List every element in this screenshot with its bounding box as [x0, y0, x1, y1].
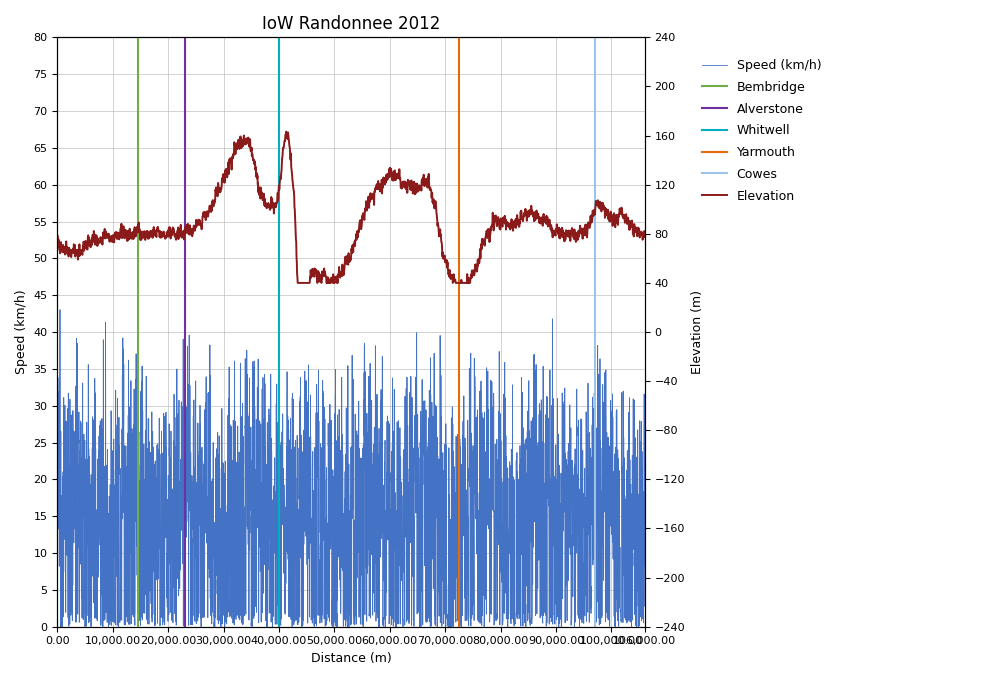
Yarmouth: [453, 615, 465, 624]
Line: Elevation: Elevation: [57, 132, 645, 283]
Y-axis label: Speed (km/h): Speed (km/h): [15, 290, 28, 375]
Elevation: [639, 233, 651, 241]
Y-axis label: Elevation (m): Elevation (m): [691, 290, 704, 374]
Speed (km/h): [51, 500, 63, 509]
Elevation: [338, 271, 350, 279]
Speed (km/h): [404, 461, 416, 469]
Speed (km/h): [534, 407, 546, 415]
Alverstone: [179, 623, 191, 631]
X-axis label: Distance (m): Distance (m): [311, 652, 391, 665]
Speed (km/h): [158, 618, 170, 626]
Elevation: [514, 214, 526, 222]
Cowes: [589, 623, 601, 631]
Yarmouth: [453, 623, 465, 631]
Alverstone: [179, 615, 191, 624]
Whitwell: [273, 623, 285, 631]
Title: IoW Randonnee 2012: IoW Randonnee 2012: [262, 15, 440, 33]
Elevation: [622, 218, 634, 226]
Line: Speed (km/h): Speed (km/h): [57, 309, 645, 627]
Speed (km/h): [639, 602, 651, 610]
Elevation: [622, 214, 634, 222]
Speed (km/h): [434, 473, 446, 481]
Bembridge: [132, 623, 144, 631]
Whitwell: [273, 615, 285, 624]
Bembridge: [132, 615, 144, 624]
Elevation: [322, 279, 334, 287]
Speed (km/h): [490, 613, 502, 621]
Legend: Speed (km/h), Bembridge, Alverstone, Whitwell, Yarmouth, Cowes, Elevation: Speed (km/h), Bembridge, Alverstone, Whi…: [698, 55, 825, 206]
Elevation: [292, 279, 304, 287]
Speed (km/h): [56, 623, 68, 631]
Elevation: [51, 231, 63, 239]
Cowes: [589, 615, 601, 624]
Speed (km/h): [54, 305, 66, 313]
Speed (km/h): [276, 428, 288, 436]
Elevation: [81, 245, 93, 254]
Elevation: [280, 128, 292, 136]
